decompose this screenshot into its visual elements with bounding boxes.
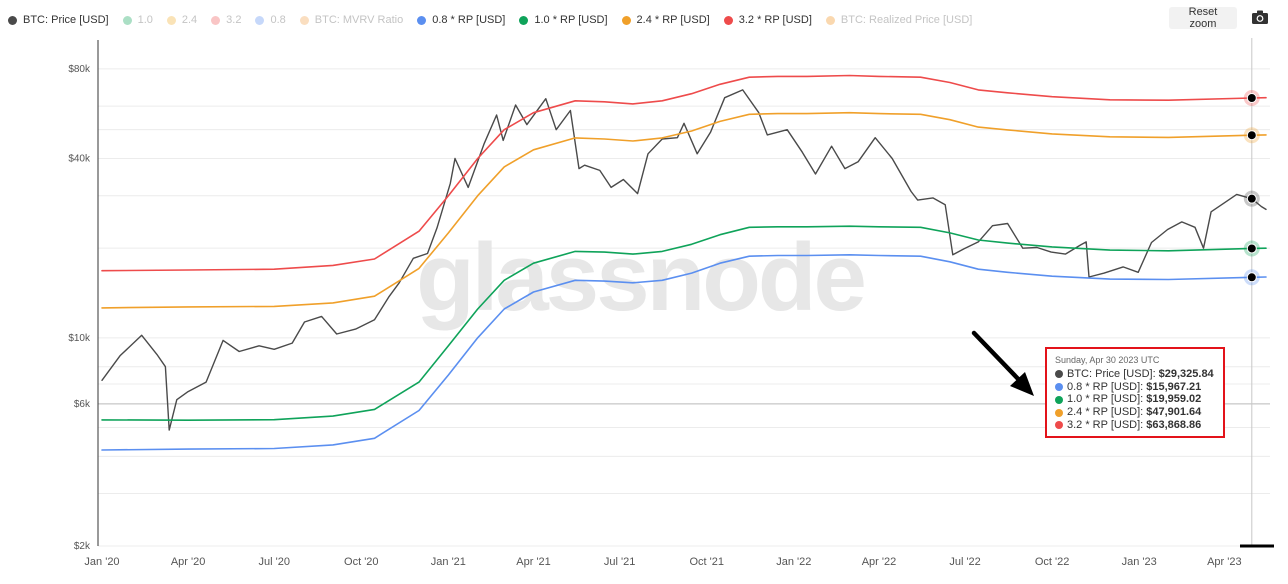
legend-label: 1.0	[137, 14, 153, 26]
tooltip-row-rp08: 0.8 * RP [USD]: $15,967.21	[1055, 381, 1217, 394]
x-tick-label: Jan '22	[776, 556, 811, 568]
tooltip-dot-rp10	[1055, 395, 1063, 404]
legend-label: BTC: MVRV Ratio	[314, 14, 404, 26]
legend-item-0[interactable]: BTC: Price [USD]	[8, 14, 109, 26]
x-tick-label: Jul '21	[604, 556, 635, 568]
y-tick-label: $80k	[68, 64, 91, 75]
y-tick-label: $40k	[68, 154, 91, 165]
x-tick-label: Oct '22	[1035, 556, 1070, 568]
x-tick-label: Apr '21	[516, 556, 551, 568]
tooltip-value-price: $29,325.84	[1158, 367, 1214, 380]
legend-item-10[interactable]: BTC: Realized Price [USD]	[825, 14, 973, 26]
legend-dot-icon	[211, 15, 221, 25]
series-line-4	[101, 254, 1267, 451]
legend-label: BTC: Price [USD]	[23, 14, 109, 26]
tooltip-label-rp10: 1.0 * RP [USD]:	[1067, 393, 1144, 406]
tooltip: Sunday, Apr 30 2023 UTC BTC: Price [USD]…	[1045, 347, 1225, 438]
tooltip-dot-rp08	[1055, 382, 1063, 391]
legend-label: 3.2 * RP [USD]	[738, 14, 812, 26]
x-tick-label: Oct '21	[689, 556, 724, 568]
reset-zoom-button[interactable]: Reset zoom	[1169, 6, 1237, 30]
legend-item-7[interactable]: 1.0 * RP [USD]	[519, 14, 608, 26]
legend-label: 3.2	[226, 14, 242, 26]
x-tick-label: Apr '20	[171, 556, 206, 568]
legend-item-5[interactable]: BTC: MVRV Ratio	[299, 14, 404, 26]
legend-dot-icon	[8, 15, 17, 25]
legend-dot-icon	[621, 15, 631, 25]
x-tick-label: Jan '23	[1122, 556, 1157, 568]
legend-dot-icon	[255, 15, 265, 25]
x-tick-label: Apr '23	[1207, 556, 1242, 568]
legend-item-8[interactable]: 2.4 * RP [USD]	[621, 14, 710, 26]
marker-dot	[1246, 130, 1257, 141]
x-axis-ticks: Jan '20 Apr '20 Jul '20 Oct '20 Jan '21 Apr '…	[84, 556, 1241, 568]
legend-item-2[interactable]: 2.4	[166, 14, 198, 26]
x-tick-label: Oct '20	[344, 556, 379, 568]
legend-item-9[interactable]: 3.2 * RP [USD]	[723, 14, 812, 26]
watermark: glassnode	[416, 224, 864, 331]
y-tick-label: $2k	[74, 541, 91, 552]
tooltip-date: Sunday, Apr 30 2023 UTC	[1055, 355, 1160, 365]
tooltip-label-rp32: 3.2 * RP [USD]:	[1067, 418, 1144, 431]
legend-item-1[interactable]: 1.0	[122, 14, 153, 26]
x-tick-label: Jul '22	[949, 556, 980, 568]
legend-dot-icon	[299, 15, 309, 25]
legend-item-3[interactable]: 3.2	[211, 14, 241, 26]
marker-dot	[1246, 243, 1257, 254]
tooltip-value-rp08: $15,967.21	[1146, 380, 1202, 393]
camera-icon[interactable]	[1250, 8, 1270, 26]
legend-label: BTC: Realized Price [USD]	[840, 14, 973, 26]
legend-dot-icon	[166, 15, 176, 25]
series-line-0	[101, 89, 1267, 431]
annotation-arrow	[971, 330, 1034, 396]
tooltip-label-rp08: 0.8 * RP [USD]:	[1067, 380, 1144, 393]
crosshair-markers	[1243, 89, 1260, 286]
legend-dot-icon	[519, 15, 529, 25]
legend-label: 0.8	[270, 14, 286, 26]
series-line-1	[101, 74, 1267, 272]
series-line-2	[101, 111, 1267, 309]
legend-label: 1.0 * RP [USD]	[534, 14, 608, 26]
tooltip-value-rp10: $19,959.02	[1146, 393, 1202, 406]
marker-dot	[1246, 92, 1257, 103]
tooltip-label-rp24: 2.4 * RP [USD]:	[1067, 406, 1144, 419]
tooltip-row-rp24: 2.4 * RP [USD]: $47,901.64	[1055, 406, 1217, 419]
tooltip-row-price: BTC: Price [USD]: $29,325.84	[1055, 368, 1217, 381]
legend: BTC: Price [USD] 1.0 2.4 3.2 0.8 BTC: MVRV Ra…	[8, 10, 972, 30]
legend-item-4[interactable]: 0.8	[255, 14, 286, 26]
legend-item-6[interactable]: 0.8 * RP [USD]	[417, 14, 505, 26]
series-line-3	[101, 225, 1267, 422]
marker-dot	[1246, 272, 1257, 283]
tooltip-row-rp32: 3.2 * RP [USD]: $63,868.86	[1055, 419, 1217, 432]
series-layer	[101, 74, 1267, 451]
tooltip-value-rp32: $63,868.86	[1146, 418, 1202, 431]
y-tick-label: $6k	[74, 399, 91, 410]
x-tick-label: Jan '20	[84, 556, 119, 568]
x-tick-label: Apr '22	[862, 556, 897, 568]
tooltip-dot-rp24	[1055, 408, 1063, 417]
x-tick-label: Jul '20	[259, 556, 290, 568]
legend-label: 2.4	[181, 14, 198, 26]
legend-label: 0.8 * RP [USD]	[432, 14, 506, 26]
y-axis-ticks: $80k $40k $10k $6k $2k	[68, 64, 91, 552]
legend-dot-icon	[122, 15, 132, 25]
tooltip-dot-rp32	[1055, 421, 1063, 430]
tooltip-label-price: BTC: Price [USD]:	[1067, 367, 1156, 380]
gridlines	[98, 68, 1270, 547]
tooltip-value-rp24: $47,901.64	[1146, 406, 1202, 419]
camera-icon-glyph	[1252, 10, 1268, 24]
tooltip-row-rp10: 1.0 * RP [USD]: $19,959.02	[1055, 393, 1217, 406]
marker-dot	[1246, 193, 1257, 204]
x-tick-label: Jan '21	[431, 556, 466, 568]
legend-dot-icon	[723, 15, 733, 25]
y-tick-label: $10k	[68, 333, 91, 344]
tooltip-dot-price	[1055, 370, 1063, 379]
legend-dot-icon	[825, 15, 835, 25]
legend-dot-icon	[417, 15, 427, 25]
legend-label: 2.4 * RP [USD]	[636, 14, 710, 26]
